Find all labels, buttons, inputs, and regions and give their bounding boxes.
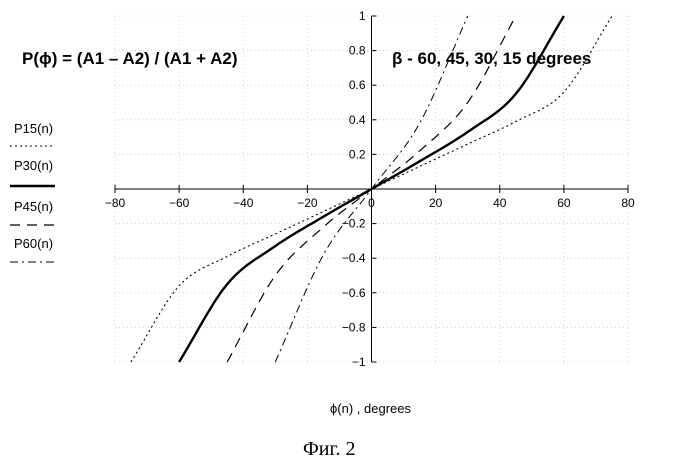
legend-label-p60: P60(n) — [14, 236, 53, 251]
x-tick-label: −60 — [169, 196, 190, 210]
y-tick-label: −1 — [352, 355, 366, 369]
y-tick-label: 0.6 — [349, 78, 366, 92]
legend-label-p15: P15(n) — [14, 121, 53, 136]
x-tick-label: −20 — [297, 196, 318, 210]
y-tick-label: −0.6 — [342, 286, 366, 300]
y-tick-label: 0.4 — [349, 113, 366, 127]
y-tick-label: −0.8 — [342, 320, 366, 334]
x-tick-label: 20 — [429, 196, 443, 210]
figure-caption: Фиг. 2 — [303, 438, 355, 461]
x-axis-label: ϕ(n) , degrees — [330, 401, 411, 416]
x-tick-label: 40 — [493, 196, 507, 210]
x-tick-label: 80 — [621, 196, 635, 210]
chart-subtitle: β - 60, 45, 30, 15 degrees — [392, 49, 591, 69]
legend-label-p30: P30(n) — [14, 158, 53, 173]
y-tick-label: 0.8 — [349, 44, 366, 58]
y-tick-label: −0.2 — [342, 217, 366, 231]
y-tick-label: −0.4 — [342, 251, 366, 265]
x-tick-label: −40 — [233, 196, 254, 210]
x-tick-label: 60 — [557, 196, 571, 210]
x-tick-label: 0 — [368, 196, 375, 210]
x-tick-label: −80 — [105, 196, 126, 210]
chart-title: P(ϕ) = (A1 – A2) / (A1 + A2) — [22, 49, 238, 69]
y-tick-label: 1 — [359, 9, 366, 23]
y-tick-label: 0.2 — [349, 147, 366, 161]
legend-label-p45: P45(n) — [14, 199, 53, 214]
